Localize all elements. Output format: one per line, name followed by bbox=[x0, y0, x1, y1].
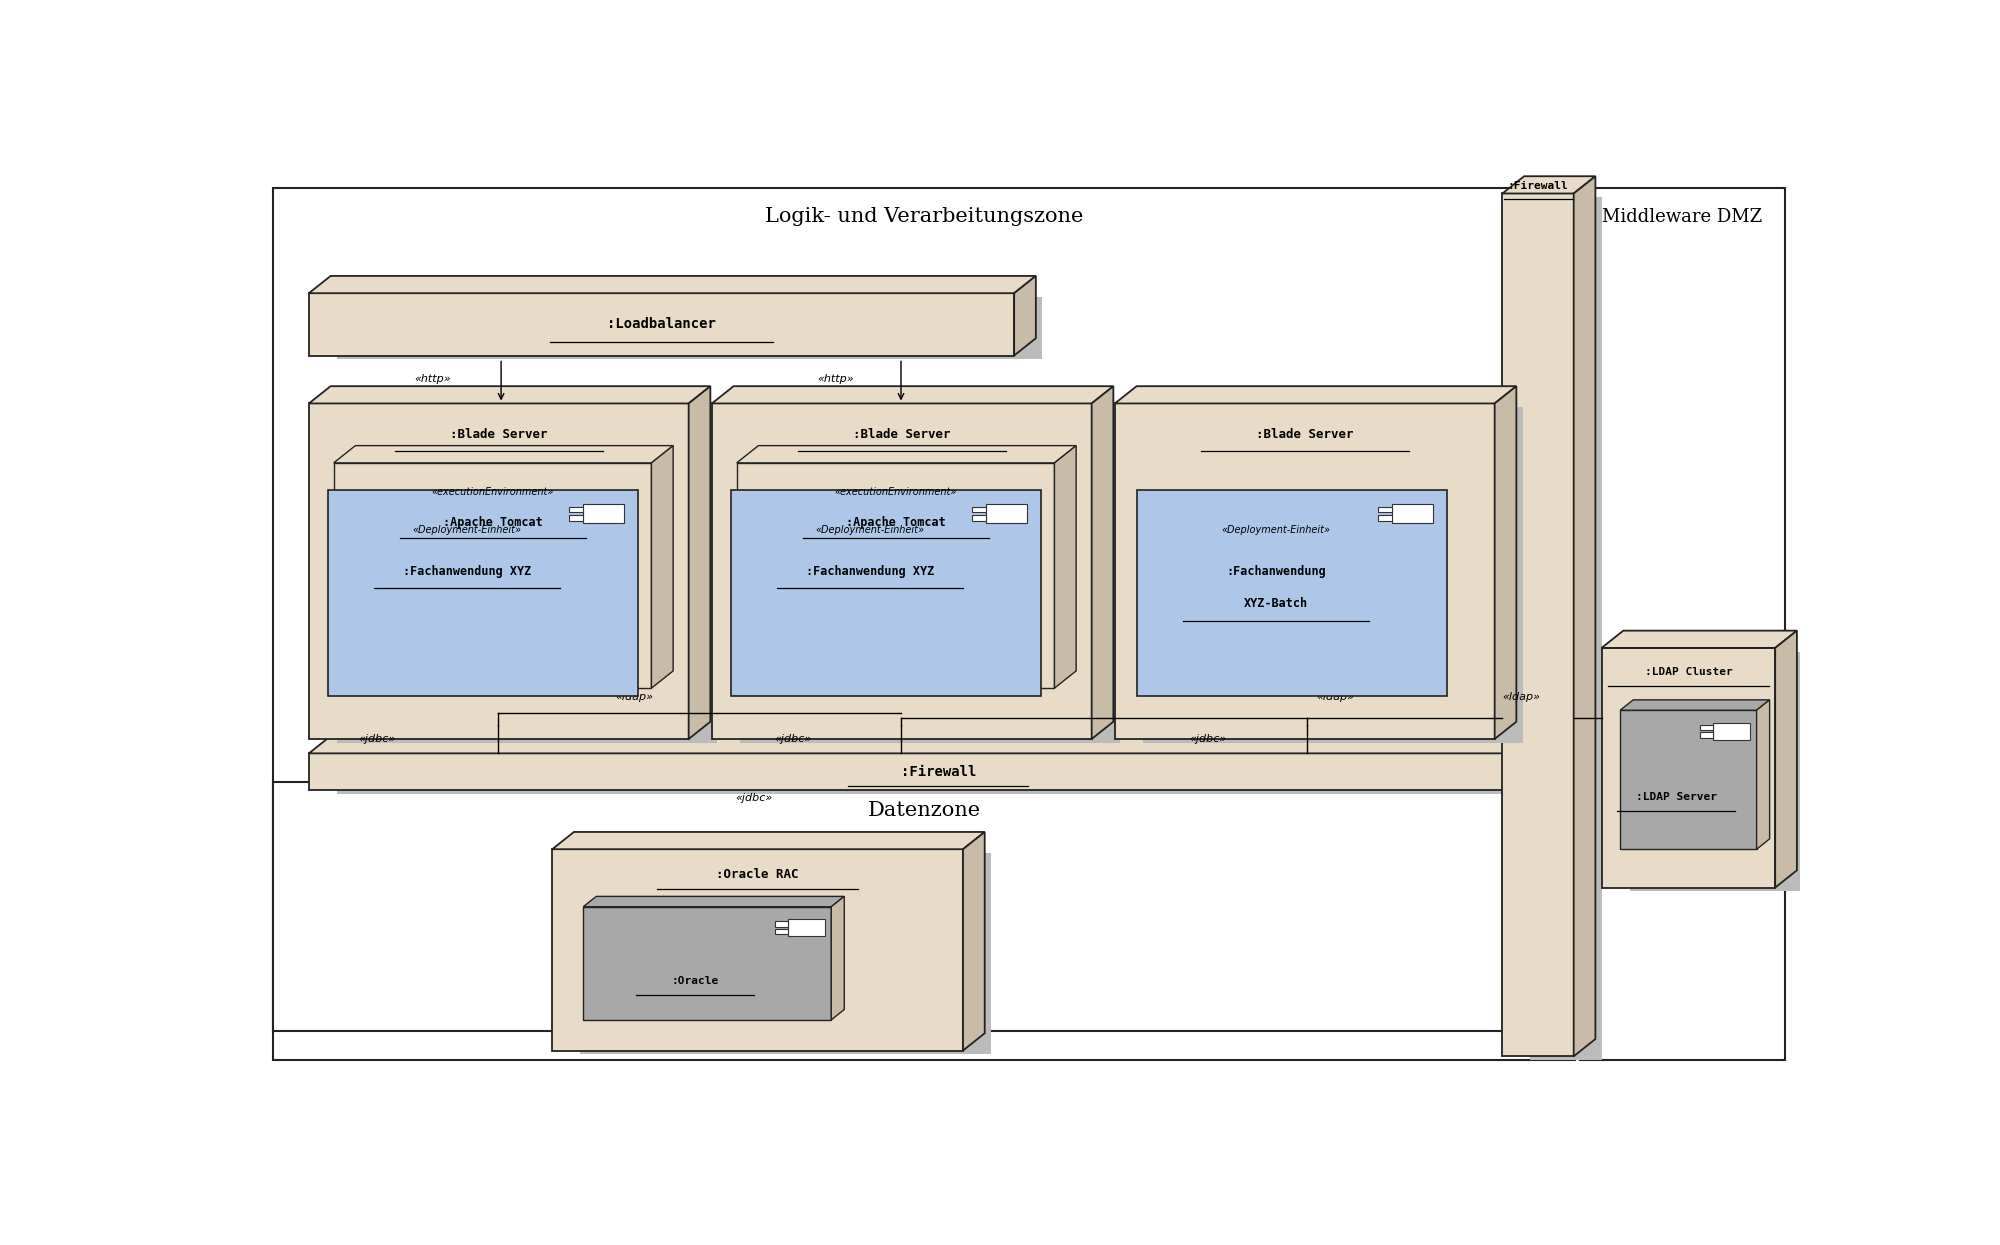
Text: :Firewall: :Firewall bbox=[900, 764, 976, 778]
Polygon shape bbox=[1602, 631, 1796, 647]
Polygon shape bbox=[1602, 647, 1776, 888]
Text: «ldap»: «ldap» bbox=[1316, 692, 1354, 702]
Polygon shape bbox=[1630, 651, 1804, 891]
Bar bbox=[328, 489, 638, 696]
Bar bbox=[986, 504, 1026, 523]
Text: :Oracle: :Oracle bbox=[672, 976, 718, 986]
Polygon shape bbox=[308, 736, 1590, 753]
Polygon shape bbox=[1568, 736, 1590, 789]
Polygon shape bbox=[334, 446, 674, 463]
Polygon shape bbox=[740, 407, 1120, 743]
Polygon shape bbox=[1054, 446, 1076, 688]
Text: :Fachanwendung XYZ: :Fachanwendung XYZ bbox=[402, 565, 532, 578]
Polygon shape bbox=[1620, 700, 1770, 710]
Text: «executionEnvironment»: «executionEnvironment» bbox=[432, 487, 554, 497]
Bar bbox=[774, 921, 788, 926]
Polygon shape bbox=[712, 403, 1092, 740]
Polygon shape bbox=[1502, 193, 1574, 1056]
Polygon shape bbox=[584, 906, 832, 1020]
Polygon shape bbox=[308, 294, 1014, 356]
Polygon shape bbox=[1574, 177, 1596, 1056]
Text: «executionEnvironment»: «executionEnvironment» bbox=[834, 487, 956, 497]
Text: Datenzone: Datenzone bbox=[868, 802, 980, 820]
Text: :Loadbalancer: :Loadbalancer bbox=[608, 317, 716, 331]
Bar bbox=[274, 782, 1576, 1031]
Text: :Apache Tomcat: :Apache Tomcat bbox=[442, 515, 542, 529]
Bar bbox=[584, 504, 624, 523]
Text: :Fachanwendung XYZ: :Fachanwendung XYZ bbox=[806, 565, 934, 578]
Text: :LDAP Cluster: :LDAP Cluster bbox=[1644, 667, 1732, 677]
Bar bbox=[274, 188, 1576, 1059]
Polygon shape bbox=[1776, 631, 1796, 888]
Text: :LDAP Server: :LDAP Server bbox=[1636, 792, 1716, 802]
Text: «ldap»: «ldap» bbox=[616, 692, 654, 702]
Bar bbox=[774, 929, 788, 934]
Polygon shape bbox=[334, 463, 652, 688]
Polygon shape bbox=[1530, 197, 1602, 1061]
Text: «jdbc»: «jdbc» bbox=[358, 733, 396, 743]
Text: Logik- und Verarbeitungszone: Logik- und Verarbeitungszone bbox=[766, 207, 1084, 227]
Text: :Blade Server: :Blade Server bbox=[450, 427, 548, 441]
Bar bbox=[1392, 504, 1432, 523]
Text: :Blade Server: :Blade Server bbox=[1256, 427, 1354, 441]
Polygon shape bbox=[580, 853, 990, 1055]
Polygon shape bbox=[308, 753, 1568, 789]
Bar bbox=[972, 515, 986, 520]
Text: :Firewall: :Firewall bbox=[1508, 181, 1568, 190]
Polygon shape bbox=[1114, 386, 1516, 403]
Bar bbox=[1378, 515, 1392, 520]
Polygon shape bbox=[1494, 386, 1516, 740]
Polygon shape bbox=[1620, 710, 1756, 849]
Polygon shape bbox=[736, 446, 1076, 463]
Polygon shape bbox=[1756, 700, 1770, 849]
Text: «Deployment-Einheit»: «Deployment-Einheit» bbox=[412, 525, 522, 535]
Text: :Blade Server: :Blade Server bbox=[854, 427, 950, 441]
Bar bbox=[1700, 732, 1714, 737]
Polygon shape bbox=[308, 403, 688, 740]
Text: :Fachanwendung: :Fachanwendung bbox=[1226, 565, 1326, 578]
Polygon shape bbox=[336, 757, 1596, 793]
Bar bbox=[1714, 722, 1750, 740]
Polygon shape bbox=[1142, 407, 1522, 743]
Polygon shape bbox=[832, 896, 844, 1020]
Polygon shape bbox=[552, 832, 984, 849]
Text: «ldap»: «ldap» bbox=[1502, 692, 1540, 702]
Polygon shape bbox=[736, 463, 1054, 688]
Bar bbox=[1700, 725, 1714, 730]
Polygon shape bbox=[652, 446, 674, 688]
Text: «jdbc»: «jdbc» bbox=[1190, 733, 1226, 743]
Polygon shape bbox=[308, 386, 710, 403]
Text: :Oracle RAC: :Oracle RAC bbox=[716, 868, 798, 880]
Polygon shape bbox=[1014, 276, 1036, 356]
Text: Middleware DMZ: Middleware DMZ bbox=[1602, 208, 1762, 225]
Text: «Deployment-Einheit»: «Deployment-Einheit» bbox=[1222, 525, 1330, 535]
Bar bbox=[570, 515, 584, 520]
Polygon shape bbox=[584, 896, 844, 906]
Text: «jdbc»: «jdbc» bbox=[736, 793, 772, 803]
Polygon shape bbox=[336, 298, 1042, 360]
Text: «Deployment-Einheit»: «Deployment-Einheit» bbox=[816, 525, 924, 535]
Polygon shape bbox=[688, 386, 710, 740]
Polygon shape bbox=[336, 407, 716, 743]
Bar bbox=[570, 507, 584, 513]
Polygon shape bbox=[1092, 386, 1114, 740]
Bar bbox=[788, 919, 826, 936]
Bar bbox=[730, 489, 1040, 696]
Bar bbox=[1378, 507, 1392, 513]
Polygon shape bbox=[712, 386, 1114, 403]
Polygon shape bbox=[1114, 403, 1494, 740]
Text: XYZ-Batch: XYZ-Batch bbox=[1244, 598, 1308, 610]
Polygon shape bbox=[964, 832, 984, 1051]
Text: :Apache Tomcat: :Apache Tomcat bbox=[846, 515, 946, 529]
Text: «http»: «http» bbox=[818, 375, 854, 385]
Bar bbox=[1580, 188, 1784, 1059]
Text: «jdbc»: «jdbc» bbox=[774, 733, 812, 743]
Polygon shape bbox=[308, 276, 1036, 294]
Bar bbox=[972, 507, 986, 513]
Polygon shape bbox=[552, 849, 964, 1051]
Polygon shape bbox=[1502, 177, 1596, 193]
Text: «http»: «http» bbox=[414, 375, 452, 385]
Bar bbox=[1136, 489, 1446, 696]
